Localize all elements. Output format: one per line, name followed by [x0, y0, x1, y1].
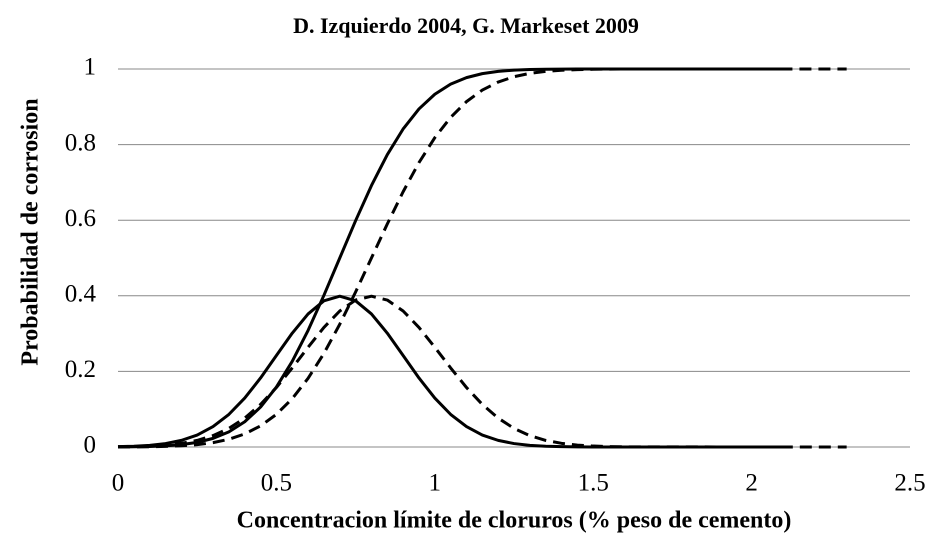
- y-axis-title: Probabilidad de corrosion: [18, 98, 44, 365]
- x-axis-title: Concentracion límite de cloruros (% peso…: [237, 508, 792, 534]
- y-tick-label: 0.8: [65, 129, 96, 156]
- line-series: [117, 67, 847, 449]
- x-tick-label: 1.5: [578, 470, 609, 497]
- line-series: [117, 294, 847, 449]
- x-tick-label: 0.5: [261, 470, 292, 497]
- y-tick-label: 0: [84, 432, 97, 459]
- chart-title: D. Izquierdo 2004, G. Markeset 2009: [293, 13, 639, 38]
- y-tick-label: 1: [84, 54, 97, 81]
- x-tick-label: 1: [429, 470, 442, 497]
- x-tick-label: 2: [745, 470, 758, 497]
- line-series: [117, 294, 784, 449]
- line-series: [117, 67, 784, 449]
- y-tick-label: 0.2: [65, 356, 96, 383]
- y-tick-label: 0.6: [65, 205, 96, 232]
- x-tick-label: 0: [112, 470, 125, 497]
- y-tick-label: 0.4: [65, 281, 97, 308]
- x-tick-label: 2.5: [894, 470, 925, 497]
